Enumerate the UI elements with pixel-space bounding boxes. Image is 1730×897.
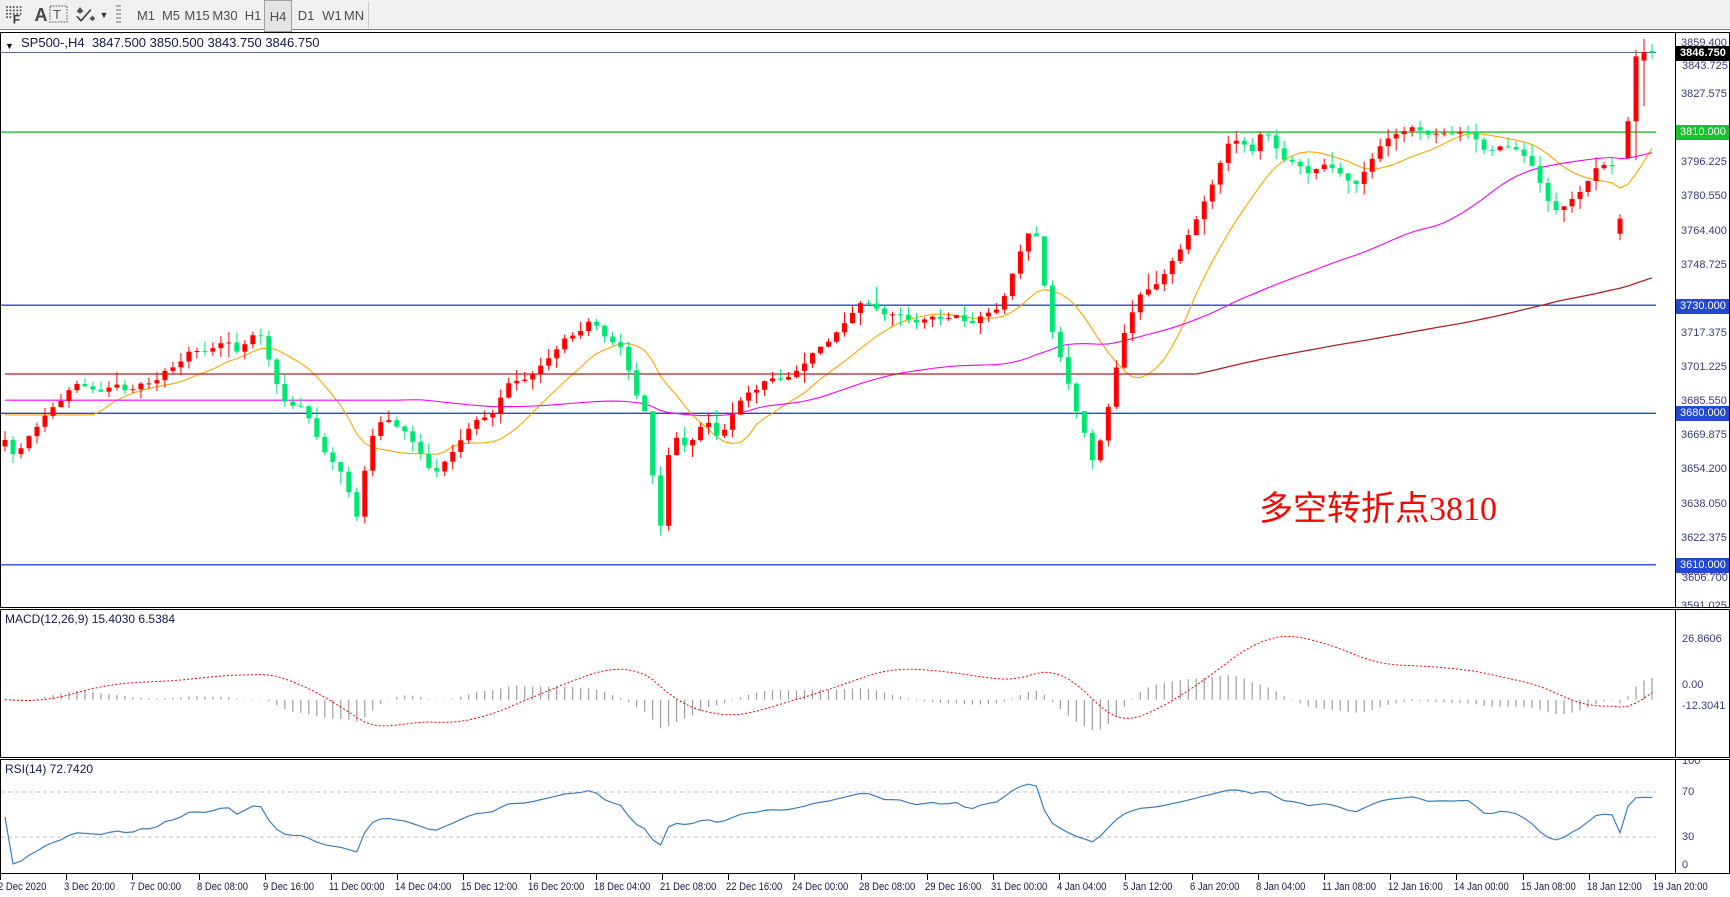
svg-text:T: T	[53, 7, 61, 22]
svg-text:F: F	[13, 13, 20, 26]
